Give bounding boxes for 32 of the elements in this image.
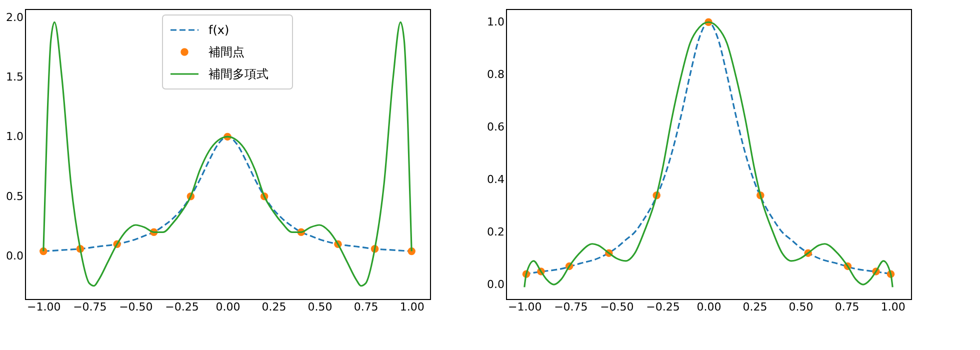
x-tick-label: 1.00 bbox=[880, 300, 906, 314]
y-tick-label: 0.4 bbox=[487, 173, 504, 186]
y-tick-label: 2.0 bbox=[6, 10, 24, 24]
y-tick-label: 0.5 bbox=[6, 190, 24, 203]
legend-label: f(x) bbox=[208, 23, 230, 37]
y-tick-label: 1.0 bbox=[6, 130, 24, 144]
x-tick-label: 0.25 bbox=[742, 300, 768, 314]
x-tick-label: 0.50 bbox=[308, 300, 332, 314]
x-tick-label: 0.00 bbox=[216, 300, 240, 314]
x-tick-label: −0.25 bbox=[646, 300, 680, 314]
x-tick-label: 0.75 bbox=[834, 300, 860, 314]
x-tick-label: −1.00 bbox=[508, 300, 542, 314]
y-tick-label: 1.0 bbox=[487, 16, 504, 29]
y-tick-label: 0.8 bbox=[487, 68, 504, 82]
x-tick-label: −0.75 bbox=[554, 300, 588, 314]
y-tick-label: 0.0 bbox=[487, 278, 504, 292]
legend-label: 補間多項式 bbox=[208, 67, 268, 81]
x-tick-label: 0.25 bbox=[262, 300, 286, 314]
y-tick-label: 1.5 bbox=[6, 70, 24, 84]
y-tick-label: 0.2 bbox=[487, 226, 504, 239]
y-tick-label: 0.6 bbox=[487, 120, 504, 134]
x-tick-label: −0.50 bbox=[119, 300, 153, 314]
x-tick-label: −0.50 bbox=[600, 300, 634, 314]
x-tick-label: 0.75 bbox=[354, 300, 378, 314]
x-tick-label: 0.50 bbox=[788, 300, 814, 314]
x-tick-label: −0.25 bbox=[165, 300, 199, 314]
legend-label: 補間点 bbox=[208, 45, 244, 59]
y-tick-label: 0.0 bbox=[6, 250, 24, 263]
x-tick-label: −0.75 bbox=[73, 300, 107, 314]
x-tick-label: 1.00 bbox=[400, 300, 424, 314]
x-tick-label: −1.00 bbox=[27, 300, 61, 314]
x-tick-label: 0.00 bbox=[696, 300, 722, 314]
